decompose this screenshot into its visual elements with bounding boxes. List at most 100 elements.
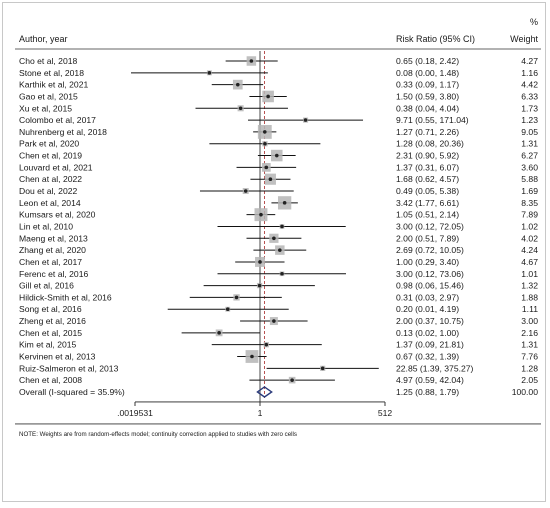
- study-weight: 1.32: [521, 281, 538, 291]
- study-point-estimate: [258, 260, 262, 264]
- study-point-estimate: [262, 130, 267, 134]
- study-point-estimate: [274, 153, 279, 158]
- study-ci-text: 1.50 (0.59, 3.80): [396, 91, 459, 101]
- study-weight: 3.00: [521, 316, 538, 326]
- study-ci-text: 3.00 (0.12, 73.06): [396, 269, 464, 279]
- study-point-estimate: [234, 295, 239, 300]
- study-point-estimate: [303, 118, 308, 122]
- study-ci-text: 1.68 (0.62, 4.57): [396, 174, 459, 184]
- study-weight: 9.05: [521, 127, 538, 137]
- study-weight: 3.60: [521, 162, 538, 172]
- study-label: Gill et al, 2016: [19, 281, 74, 291]
- header-rr: Risk Ratio (95% CI): [396, 34, 475, 44]
- study-point-estimate: [320, 366, 325, 371]
- study-weight: 1.11: [522, 304, 538, 314]
- study-ci-text: 0.67 (0.32, 1.39): [396, 352, 459, 362]
- study-weight: 1.88: [521, 292, 538, 302]
- study-label: Nuhrenberg et al, 2018: [19, 127, 107, 137]
- study-point-estimate: [238, 106, 243, 111]
- forest-plot: Author, year Risk Ratio (95% CI)% Weight Ch…: [15, 17, 541, 438]
- study-weight: 1.69: [521, 186, 538, 196]
- study-ci-text: 0.38 (0.04, 4.04): [396, 103, 459, 113]
- study-point-estimate: [282, 201, 287, 205]
- study-point-estimate: [225, 307, 230, 312]
- study-label: Chen et al, 2015: [19, 328, 82, 338]
- study-weight: 1.73: [521, 103, 538, 113]
- study-point-estimate: [207, 71, 212, 75]
- study-label: Chen et al, 2008: [19, 375, 82, 385]
- study-label: Dou et al, 2022: [19, 186, 78, 196]
- study-weight: 1.02: [521, 221, 538, 231]
- study-ci-text: 0.33 (0.09, 1.17): [396, 80, 459, 90]
- study-ci-text: 2.00 (0.37, 10.75): [396, 316, 464, 326]
- x-tick-label: 1: [258, 408, 263, 418]
- footnote: NOTE: Weights are from random-effects mo…: [19, 431, 297, 438]
- study-point-estimate: [264, 165, 269, 170]
- study-label: Kumsars et al, 2020: [19, 210, 96, 220]
- study-weight: 4.27: [521, 56, 538, 66]
- study-weight: 7.76: [521, 352, 538, 362]
- study-label: Chen et al, 2017: [19, 257, 82, 267]
- study-point-estimate: [272, 319, 276, 323]
- study-weight: 1.31: [521, 340, 538, 350]
- study-label: Stone et al, 2018: [19, 68, 84, 78]
- study-ci-text: 2.69 (0.72, 10.05): [396, 245, 464, 255]
- study-point-estimate: [259, 212, 263, 217]
- overall-ci-text: 1.25 (0.88, 1.79): [396, 387, 459, 397]
- study-weight: 7.89: [521, 210, 538, 220]
- study-weight: 6.27: [521, 151, 538, 161]
- study-point-estimate: [268, 177, 273, 181]
- study-ci-text: 3.00 (0.12, 72.05): [396, 221, 464, 231]
- study-weight: 1.23: [521, 115, 538, 125]
- x-tick-label: 512: [378, 408, 393, 418]
- study-point-estimate: [217, 331, 221, 335]
- study-ci-text: 0.65 (0.18, 2.42): [396, 56, 459, 66]
- study-point-estimate: [278, 248, 282, 252]
- study-ci-text: 0.20 (0.01, 4.19): [396, 304, 459, 314]
- study-ci-text: 0.08 (0.00, 1.48): [396, 68, 459, 78]
- study-label: Louvard et al, 2021: [19, 162, 93, 172]
- study-label: Maeng et al, 2013: [19, 233, 88, 243]
- study-point-estimate: [243, 189, 248, 193]
- study-label: Chen at al, 2022: [19, 174, 82, 184]
- study-ci-text: 22.85 (1.39, 375.27): [396, 363, 474, 373]
- study-point-estimate: [257, 283, 262, 288]
- study-weight: 6.33: [521, 91, 538, 101]
- study-weight: 4.42: [521, 80, 538, 90]
- study-weight: 4.67: [521, 257, 538, 267]
- study-label: Xu et al, 2015: [19, 103, 72, 113]
- study-label: Ruiz-Salmeron et al, 2013: [19, 363, 119, 373]
- study-label: Kim et al, 2015: [19, 340, 77, 350]
- study-label: Song et al, 2016: [19, 304, 82, 314]
- study-point-estimate: [266, 94, 270, 99]
- study-ci-text: 0.98 (0.06, 15.46): [396, 281, 464, 291]
- study-label: Zhang et al, 2020: [19, 245, 86, 255]
- study-weight: 5.88: [521, 174, 538, 184]
- study-weight: 8.35: [521, 198, 538, 208]
- study-weight: 2.16: [521, 328, 538, 338]
- overall-diamond: [256, 386, 273, 398]
- study-ci-text: 9.71 (0.55, 171.04): [396, 115, 469, 125]
- study-label: Hildick-Smith et al, 2016: [19, 292, 112, 302]
- study-label: Zheng et al, 2016: [19, 316, 86, 326]
- study-label: Kervinen et al, 2013: [19, 352, 96, 362]
- study-weight: 4.24: [521, 245, 538, 255]
- study-ci-text: 4.97 (0.59, 42.04): [396, 375, 464, 385]
- study-label: Cho et al, 2018: [19, 56, 78, 66]
- study-label: Karthik et al, 2021: [19, 80, 88, 90]
- study-weight: 2.05: [521, 375, 538, 385]
- study-ci-text: 0.49 (0.05, 5.38): [396, 186, 459, 196]
- study-label: Ferenc et al, 2016: [19, 269, 88, 279]
- study-weight: 1.16: [521, 68, 538, 78]
- study-ci-text: 0.13 (0.02, 1.00): [396, 328, 459, 338]
- study-ci-text: 3.42 (1.77, 6.61): [396, 198, 459, 208]
- study-label: Chen et al, 2019: [19, 151, 82, 161]
- study-label: Park et al, 2020: [19, 139, 79, 149]
- study-ci-text: 0.31 (0.03, 2.97): [396, 292, 459, 302]
- study-point-estimate: [250, 354, 254, 359]
- study-label: Lin et al, 2010: [19, 221, 73, 231]
- header-weight: Weight: [510, 34, 538, 44]
- study-point-estimate: [290, 378, 294, 382]
- study-point-estimate: [272, 236, 276, 241]
- x-tick-label: .0019531: [117, 408, 153, 418]
